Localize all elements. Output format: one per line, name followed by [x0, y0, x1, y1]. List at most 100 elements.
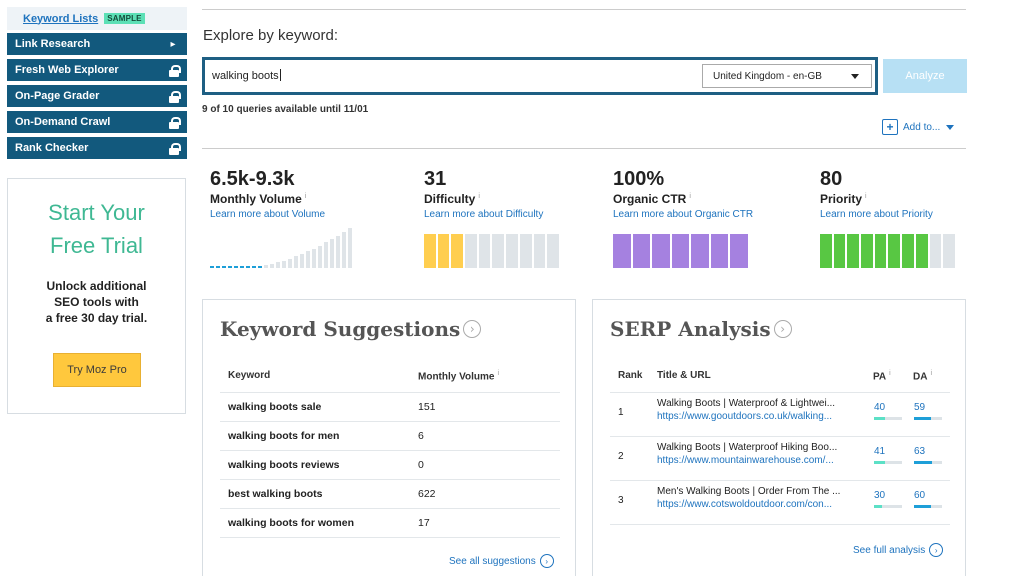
metric-label-text: Organic CTR	[613, 192, 687, 206]
info-icon[interactable]: i	[889, 370, 891, 377]
locale-select[interactable]: United Kingdom - en-GB	[702, 64, 872, 88]
result-title[interactable]: Walking Boots | Waterproof & Lightwei...	[657, 398, 836, 409]
rank-cell: 3	[618, 495, 624, 506]
info-icon[interactable]: i	[478, 193, 480, 200]
dropdown-arrow-icon	[851, 73, 859, 79]
pa-value: 30	[874, 490, 886, 501]
sidebar-item-on-demand-crawl[interactable]: On-Demand Crawl	[7, 111, 187, 135]
meter-segment	[533, 234, 546, 268]
volume-bar	[306, 251, 310, 268]
learn-more-link[interactable]: Learn more about Organic CTR	[613, 209, 754, 220]
result-url[interactable]: https://www.mountainwarehouse.com/...	[657, 455, 834, 466]
da-value: 60	[914, 490, 926, 501]
metric-label-text: Monthly Volume	[210, 192, 302, 206]
serp-row[interactable]: 1 Walking Boots | Waterproof & Lightwei.…	[610, 392, 950, 432]
table-row[interactable]: walking boots for women 17	[220, 508, 560, 537]
divider	[202, 9, 966, 10]
table-row[interactable]: walking boots for men 6	[220, 421, 560, 450]
meter-segment	[833, 234, 846, 268]
table-divider	[610, 524, 950, 525]
volume-bar	[348, 228, 352, 268]
meter-segment	[478, 234, 491, 268]
table-row[interactable]: best walking boots 622	[220, 479, 560, 508]
volume-bar	[294, 256, 298, 268]
sidebar-item-on-page-grader[interactable]: On-Page Grader	[7, 85, 187, 109]
pa-bar-fill	[874, 505, 883, 508]
trial-desc-line: Unlock additional	[46, 279, 147, 293]
rank-cell: 1	[618, 407, 624, 418]
keyword-lists-link[interactable]: Keyword Lists	[23, 12, 99, 25]
meter-segment	[888, 234, 901, 268]
result-url[interactable]: https://www.cotswoldoutdoor.com/con...	[657, 499, 833, 510]
sidebar-item-label: Fresh Web Explorer	[15, 64, 119, 76]
volume-cell: 622	[418, 488, 436, 500]
info-icon[interactable]: i	[497, 370, 500, 377]
meter-segment	[847, 234, 860, 268]
result-title[interactable]: Walking Boots | Waterproof Hiking Boo...	[657, 442, 838, 453]
meter-segment	[710, 234, 729, 268]
da-bar-fill	[914, 505, 931, 508]
result-title[interactable]: Men's Walking Boots | Order From The ...	[657, 486, 841, 497]
free-trial-card: Start Your Free Trial Unlock additional …	[7, 178, 186, 414]
result-url[interactable]: https://www.gooutdoors.co.uk/walking...	[657, 411, 833, 422]
serp-row[interactable]: 3 Men's Walking Boots | Order From The .…	[610, 480, 950, 520]
meter-segment	[902, 234, 914, 268]
explore-heading: Explore by keyword:	[203, 27, 339, 44]
learn-more-link[interactable]: Learn more about Difficulty	[424, 209, 544, 220]
pa-bar	[874, 417, 902, 420]
sidebar-item-link-research[interactable]: Link Research ▸	[7, 33, 187, 57]
see-all-suggestions-link[interactable]: See all suggestions ›	[449, 554, 554, 568]
volume-bar	[318, 246, 322, 268]
meter-segment	[874, 234, 887, 268]
metric-value: 100%	[613, 168, 665, 190]
meter-segment	[671, 234, 690, 268]
column-header-text: Monthly Volume	[418, 371, 495, 383]
da-value: 63	[914, 446, 926, 457]
sidebar-item-label: Rank Checker	[15, 142, 89, 154]
see-all-label: See all suggestions	[449, 555, 536, 567]
meter-segment	[652, 234, 670, 268]
meter-segment	[915, 234, 928, 268]
text-caret	[279, 69, 281, 81]
info-icon[interactable]: i	[304, 193, 307, 200]
learn-more-link[interactable]: Learn more about Priority	[820, 209, 933, 220]
meter-segment	[730, 234, 748, 268]
keyword-search-box[interactable]: walking boots United Kingdom - en-GB	[202, 57, 878, 95]
sidebar-item-fresh-web-explorer[interactable]: Fresh Web Explorer	[7, 59, 187, 83]
table-row[interactable]: walking boots sale 151	[220, 392, 560, 421]
meter-segment	[519, 234, 532, 268]
queries-available-note: 9 of 10 queries available until 11/01	[202, 104, 369, 115]
volume-bar	[246, 266, 250, 268]
info-icon[interactable]: i	[865, 193, 867, 200]
metric-priority: 80 Priority i Learn more about Priority	[820, 166, 1010, 268]
table-row[interactable]: walking boots reviews 0	[220, 450, 560, 479]
panel-title: SERP Analysis ›	[610, 317, 792, 341]
add-to-label: Add to...	[903, 121, 941, 133]
sidebar-item-keyword-lists[interactable]: Keyword Lists SAMPLE	[7, 7, 187, 30]
chevron-right-circle-icon[interactable]: ›	[463, 320, 482, 338]
trial-desc-line: SEO tools with	[54, 295, 139, 309]
da-bar	[914, 505, 942, 508]
lock-icon	[169, 90, 181, 103]
volume-bar	[216, 266, 220, 268]
add-to-button[interactable]: + Add to...	[882, 119, 955, 135]
organic-ctr-meter	[613, 234, 763, 268]
try-moz-pro-button[interactable]: Try Moz Pro	[53, 353, 141, 387]
column-header-text: PA	[873, 371, 887, 383]
chevron-right-circle-icon[interactable]: ›	[773, 320, 792, 338]
pa-bar-fill	[874, 461, 886, 464]
learn-more-link[interactable]: Learn more about Volume	[210, 209, 326, 220]
info-icon[interactable]: i	[930, 370, 933, 377]
serp-row[interactable]: 2 Walking Boots | Waterproof Hiking Boo.…	[610, 436, 950, 476]
keyword-cell: walking boots reviews	[228, 459, 340, 471]
trial-title-line: Free Trial	[50, 233, 143, 258]
meter-segment	[691, 234, 709, 268]
metric-value: 31	[424, 168, 447, 190]
info-icon[interactable]: i	[689, 193, 691, 200]
keyword-suggestions-panel: Keyword Suggestions › Keyword Monthly Vol…	[202, 299, 576, 576]
see-full-analysis-link[interactable]: See full analysis ›	[853, 543, 944, 557]
meter-segment	[492, 234, 505, 268]
analyze-button[interactable]: Analyze	[883, 59, 967, 93]
sidebar-item-rank-checker[interactable]: Rank Checker	[7, 137, 187, 161]
search-input[interactable]: walking boots	[212, 69, 281, 82]
